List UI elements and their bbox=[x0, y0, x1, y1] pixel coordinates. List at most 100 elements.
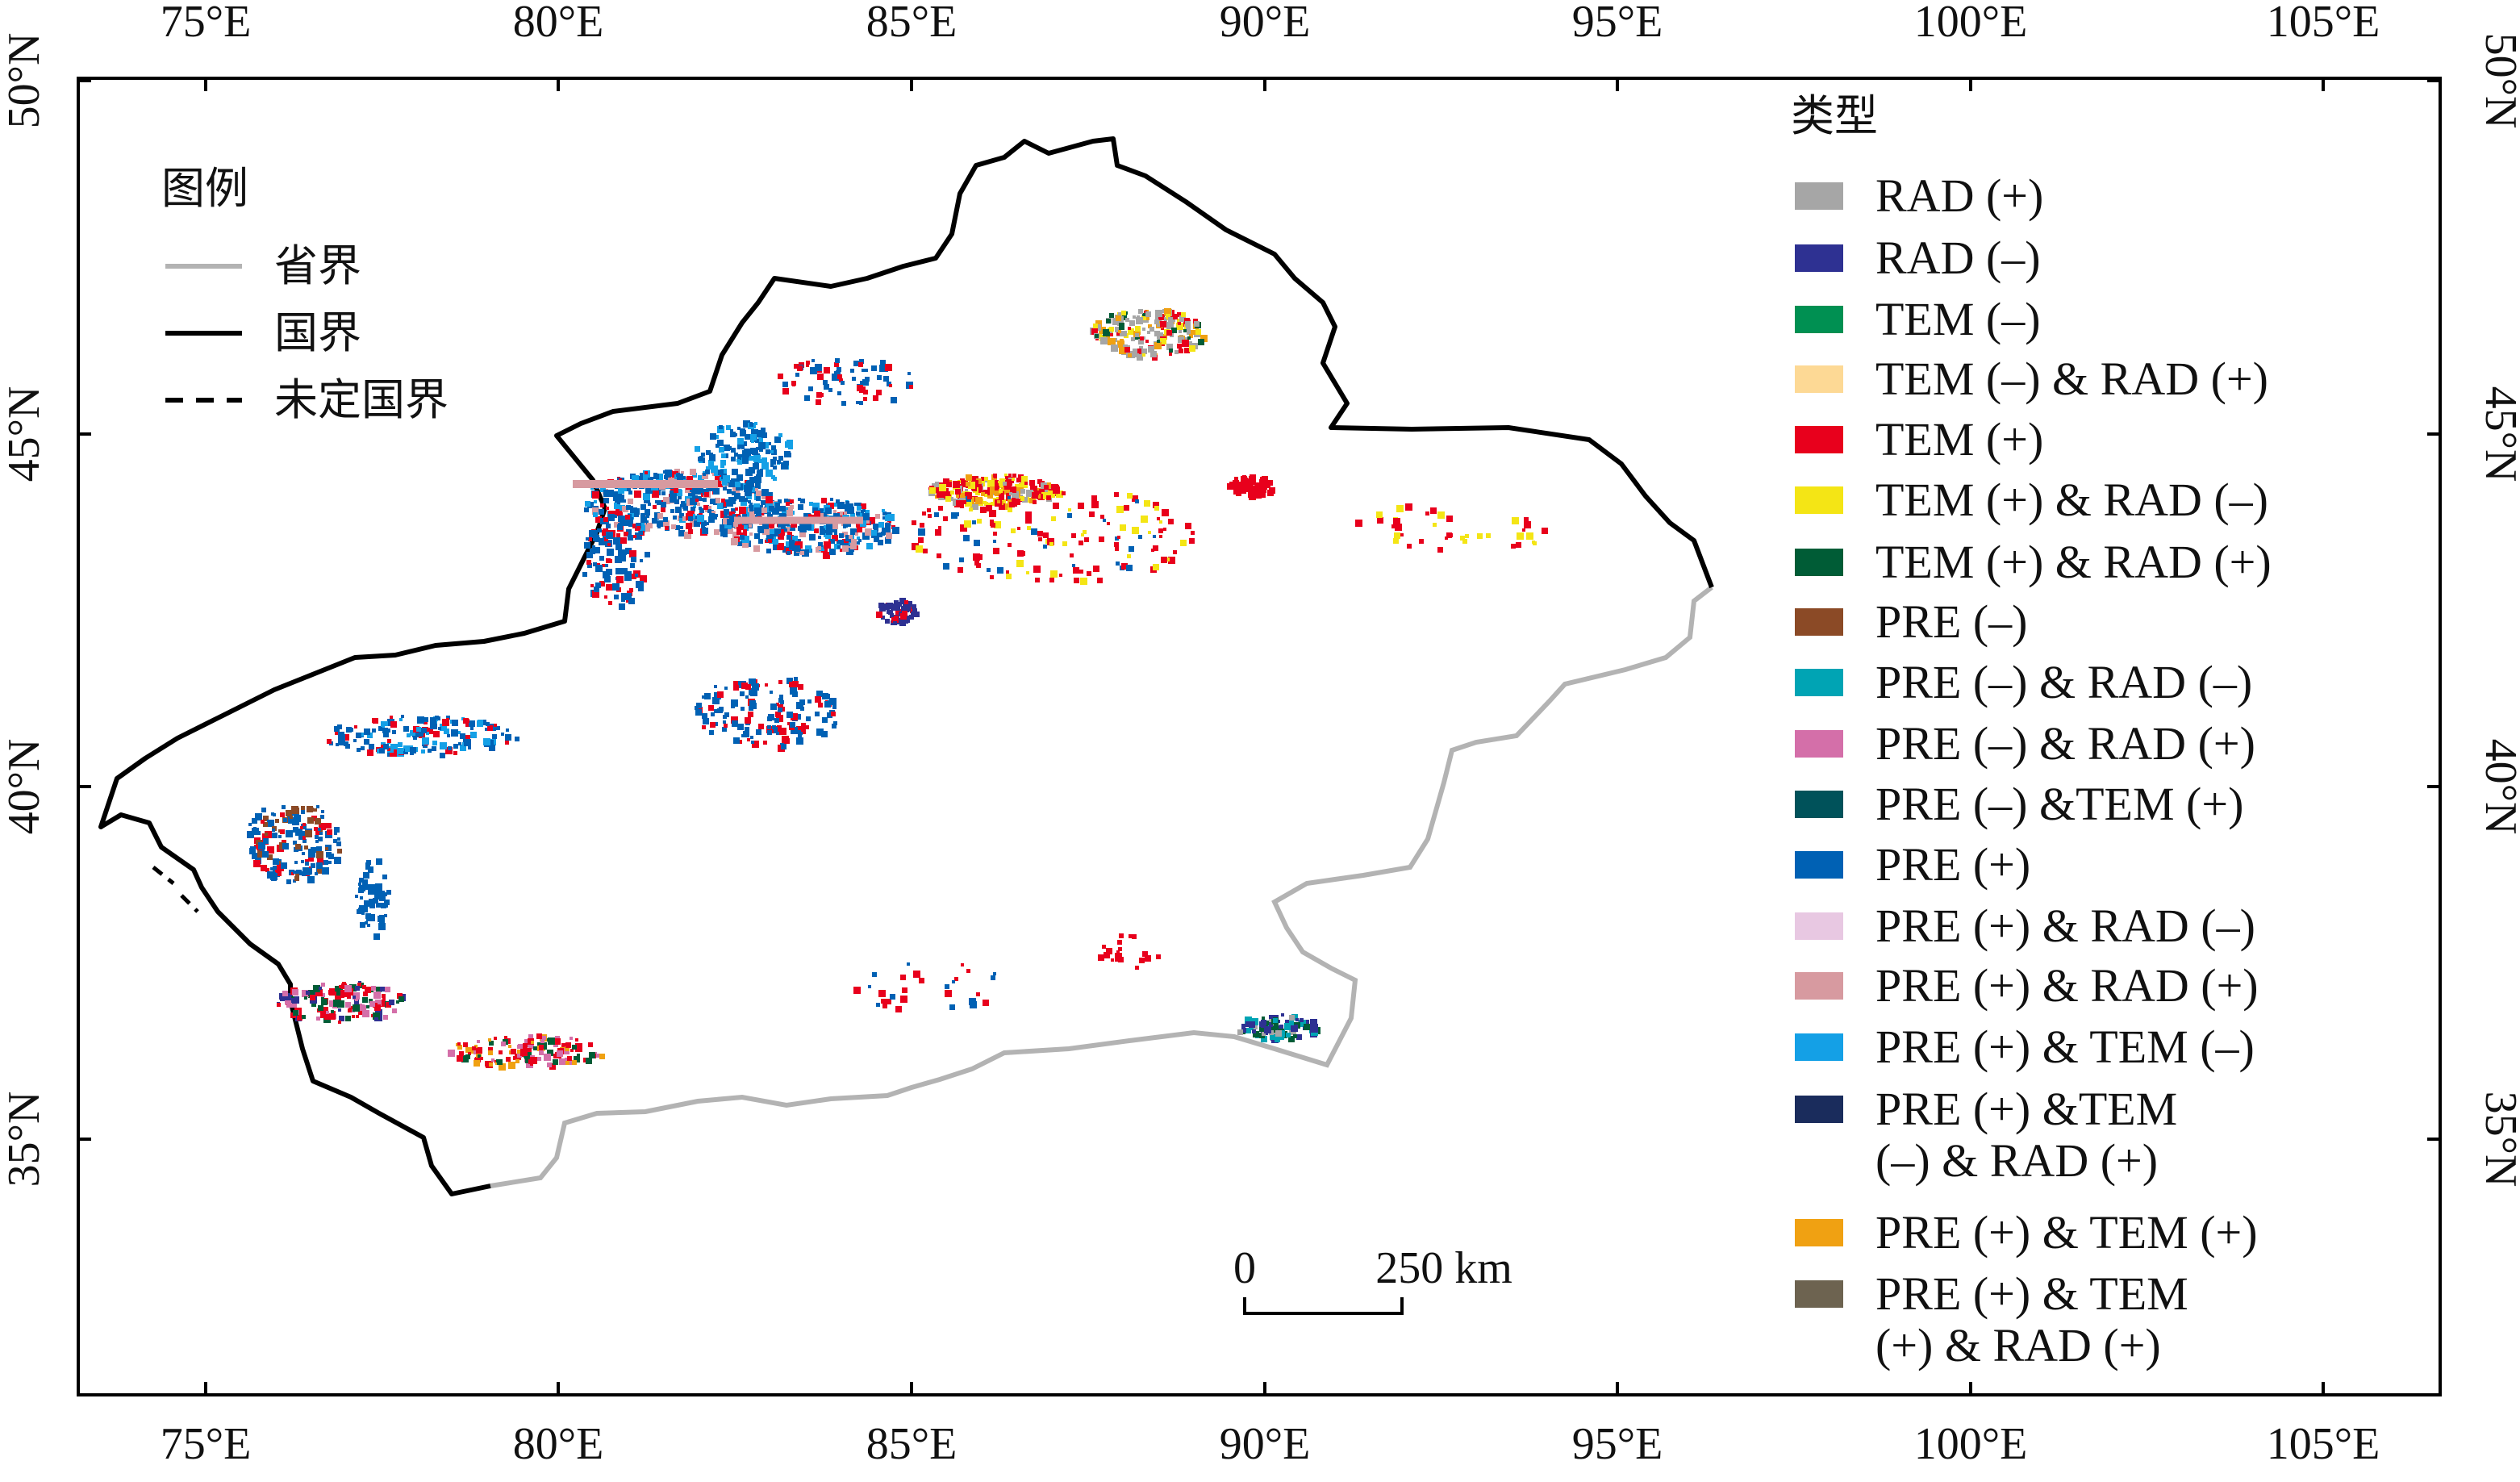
trend-pixel bbox=[771, 475, 775, 479]
trend-pixel bbox=[749, 503, 753, 506]
trend-pixel bbox=[333, 839, 337, 843]
trend-pixel bbox=[800, 499, 805, 503]
trend-pixel bbox=[702, 713, 707, 719]
trend-pixel bbox=[334, 857, 341, 864]
trend-pixel bbox=[367, 924, 370, 927]
trend-pixel bbox=[938, 506, 943, 511]
trend-pixel bbox=[712, 697, 720, 704]
trend-pixel bbox=[816, 399, 821, 405]
trend-pixel bbox=[1110, 333, 1113, 336]
trend-pixel bbox=[671, 477, 677, 482]
trend-pixel bbox=[1279, 1025, 1283, 1029]
trend-pixel bbox=[971, 503, 978, 510]
trend-pixel bbox=[789, 682, 795, 687]
trend-pixel bbox=[570, 1049, 574, 1052]
trend-pixel bbox=[389, 1000, 394, 1005]
trend-pixel bbox=[1121, 331, 1127, 336]
trend-pixel bbox=[710, 433, 716, 440]
trend-pixel bbox=[786, 712, 793, 718]
trend-pixel bbox=[384, 900, 390, 905]
trend-pixel bbox=[275, 870, 282, 876]
trend-pixel bbox=[376, 895, 381, 900]
trend-pixel bbox=[1135, 499, 1139, 503]
trend-pixel bbox=[601, 541, 605, 545]
trend-pixel bbox=[366, 860, 371, 865]
trend-pixel bbox=[1011, 528, 1016, 533]
trend-pixel bbox=[702, 725, 706, 729]
trend-pixel bbox=[858, 362, 863, 367]
trend-pixel bbox=[968, 482, 975, 489]
trend-pixel bbox=[742, 457, 749, 464]
trend-pixel bbox=[423, 717, 428, 722]
trend-pixel bbox=[902, 987, 907, 993]
trend-pixel bbox=[717, 691, 724, 698]
trend-pixel bbox=[1177, 312, 1182, 317]
trend-pixel bbox=[1119, 324, 1124, 330]
trend-pixel bbox=[1121, 311, 1126, 315]
trend-pixel bbox=[382, 997, 386, 1000]
trend-pixel bbox=[465, 1054, 470, 1059]
trend-pixel bbox=[1176, 323, 1183, 330]
trend-pixel bbox=[640, 513, 645, 518]
trend-pixel bbox=[396, 1000, 399, 1004]
trend-pixel bbox=[1430, 507, 1437, 514]
trend-pixel bbox=[895, 603, 899, 607]
trend-pixel bbox=[907, 372, 911, 375]
trend-pixel bbox=[695, 709, 702, 716]
trend-pixel bbox=[1295, 1018, 1299, 1021]
trend-pixel bbox=[890, 613, 894, 617]
trend-pixel bbox=[1137, 354, 1143, 361]
trend-pixel bbox=[619, 603, 625, 610]
trend-pixel bbox=[1078, 503, 1084, 509]
trend-pixel bbox=[751, 440, 754, 443]
bottom-axis: 75°E 80°E 85°E 90°E 95°E 100°E 105°E bbox=[161, 1419, 2380, 1469]
trend-pixel bbox=[282, 805, 286, 809]
trend-pixel bbox=[432, 746, 436, 751]
trend-pixel bbox=[633, 535, 636, 538]
trend-pixel bbox=[617, 524, 623, 530]
trend-pixel bbox=[645, 552, 650, 557]
trend-pixel bbox=[840, 549, 843, 552]
trend-pixel bbox=[774, 436, 781, 443]
trend-pixel bbox=[723, 532, 728, 537]
trend-pixel bbox=[1280, 1036, 1284, 1040]
legend-swatch bbox=[1795, 486, 1843, 514]
trend-pixel bbox=[1003, 487, 1010, 495]
trend-pixel bbox=[570, 1037, 573, 1040]
trend-pixel bbox=[1098, 954, 1104, 961]
trend-pixel bbox=[517, 1050, 521, 1054]
trend-pixel bbox=[447, 734, 450, 737]
trend-pixel bbox=[709, 730, 714, 735]
trend-pixel bbox=[524, 1052, 532, 1059]
trend-pixel bbox=[1189, 334, 1193, 338]
trend-pixel bbox=[779, 513, 786, 520]
trend-pixel bbox=[1289, 1021, 1294, 1025]
trend-pixel bbox=[715, 435, 719, 439]
trend-pixel bbox=[301, 824, 307, 829]
trend-pixel bbox=[623, 499, 626, 503]
trend-pixel bbox=[594, 547, 600, 553]
trend-pixel bbox=[801, 723, 806, 728]
trend-pixel bbox=[631, 557, 636, 562]
trend-pixel bbox=[786, 510, 793, 516]
trend-pixel bbox=[993, 540, 996, 543]
trend-pixel bbox=[766, 470, 773, 477]
trend-pixel bbox=[878, 522, 884, 528]
trend-pixel bbox=[678, 495, 682, 499]
trend-pixel bbox=[290, 816, 293, 819]
trend-pixel bbox=[627, 517, 633, 524]
trend-pixel bbox=[357, 748, 361, 752]
trend-pixel bbox=[348, 1008, 352, 1012]
trend-pixel bbox=[865, 528, 872, 536]
trend-pixel bbox=[603, 517, 608, 522]
trend-pixel bbox=[416, 727, 421, 732]
trend-pixel bbox=[640, 516, 647, 523]
trend-pixel bbox=[1166, 322, 1174, 329]
trend-pixel bbox=[865, 369, 868, 372]
trend-pixel bbox=[862, 379, 869, 386]
trend-pixel bbox=[378, 727, 382, 731]
trend-pixel bbox=[505, 734, 511, 741]
trend-pixel bbox=[815, 364, 822, 371]
trend-pixel bbox=[1262, 1017, 1265, 1020]
trend-pixel bbox=[792, 536, 798, 541]
